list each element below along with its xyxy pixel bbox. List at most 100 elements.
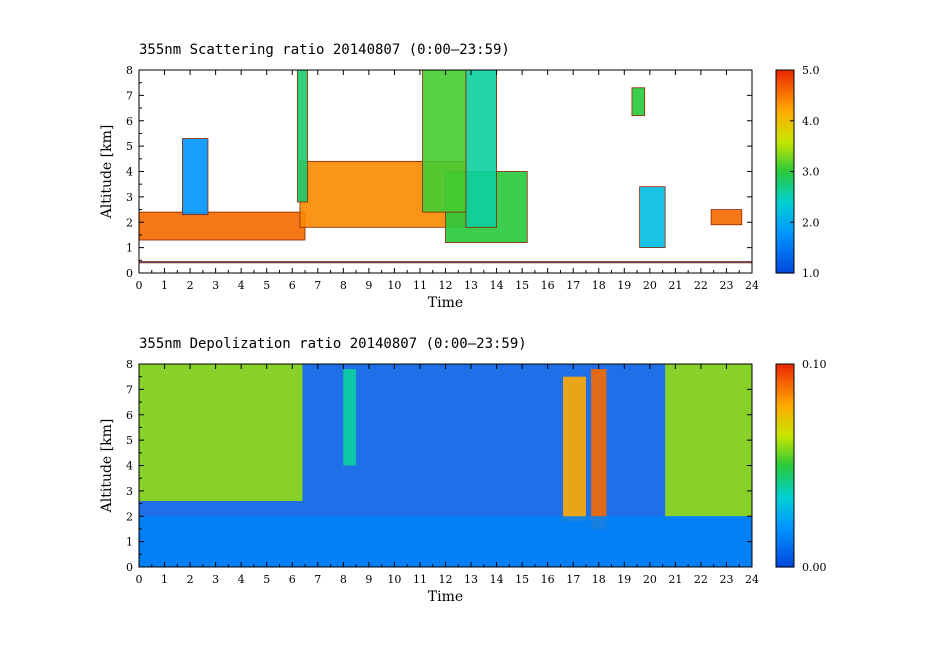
colorbar-segment — [776, 377, 794, 382]
colorbar-segment — [776, 384, 794, 389]
heatmap-region — [562, 376, 586, 522]
colorbar-segment — [776, 168, 794, 173]
x-tick-label: 20 — [643, 573, 657, 586]
colorbar-segment — [776, 90, 794, 95]
colorbar-segment — [776, 222, 794, 227]
colorbar-segment — [776, 543, 794, 548]
colorbar-segment — [776, 225, 794, 230]
y-axis-label: Altitude [km] — [99, 125, 115, 220]
colorbar-segment — [776, 563, 794, 568]
x-tick-label: 8 — [340, 573, 347, 586]
colorbar-segment — [776, 239, 794, 244]
colorbar-segment — [776, 215, 794, 220]
colorbar-segment — [776, 499, 794, 504]
x-tick-label: 19 — [617, 279, 631, 292]
heatmap-region — [591, 369, 607, 529]
y-tick-label: 4 — [126, 460, 133, 473]
colorbar-segment — [776, 70, 794, 74]
colorbar-segment — [776, 201, 794, 206]
colorbar-segment — [776, 124, 794, 129]
y-tick-label: 5 — [126, 434, 133, 447]
heatmap-region — [422, 69, 467, 213]
colorbar-segment — [776, 492, 794, 497]
colorbar-segment — [776, 414, 794, 419]
colorbar-segment — [776, 502, 794, 507]
colorbar-segment — [776, 83, 794, 88]
colorbar-segment — [776, 266, 794, 271]
colorbar-segment — [776, 428, 794, 433]
x-tick-label: 24 — [745, 573, 759, 586]
x-tick-label: 21 — [668, 573, 682, 586]
y-tick-label: 1 — [126, 242, 133, 255]
y-tick-label: 2 — [126, 216, 133, 229]
x-tick-label: 0 — [136, 279, 143, 292]
colorbar-tick-label: 0.10 — [802, 358, 827, 371]
colorbar-segment — [776, 80, 794, 85]
colorbar-segment — [776, 482, 794, 487]
colorbar-segment — [776, 421, 794, 426]
y-tick-label: 8 — [126, 64, 133, 77]
colorbar-segment — [776, 431, 794, 436]
colorbar-segment — [776, 154, 794, 159]
x-tick-label: 12 — [439, 279, 453, 292]
colorbar-segment — [776, 526, 794, 531]
x-tick-label: 17 — [566, 573, 580, 586]
y-tick-label: 1 — [126, 536, 133, 549]
colorbar-segment — [776, 401, 794, 406]
colorbar-segment — [776, 367, 794, 372]
colorbar-segment — [776, 539, 794, 544]
colorbar-segment — [776, 249, 794, 254]
x-tick-label: 10 — [387, 573, 401, 586]
colorbar-segment — [776, 509, 794, 514]
heatmap-region — [343, 369, 357, 466]
colorbar-segment — [776, 465, 794, 470]
colorbar-tick-label: 1.0 — [802, 267, 820, 280]
heatmap-region — [710, 209, 743, 226]
heatmap-region — [182, 138, 209, 216]
colorbar-segment — [776, 516, 794, 521]
colorbar-segment — [776, 151, 794, 156]
x-tick-label: 18 — [592, 279, 606, 292]
x-tick-label: 9 — [365, 573, 372, 586]
x-tick-label: 10 — [387, 279, 401, 292]
colorbar-segment — [776, 553, 794, 558]
colorbar-segment — [776, 157, 794, 162]
x-tick-label: 0 — [136, 573, 143, 586]
colorbar-segment — [776, 455, 794, 460]
x-tick-label: 2 — [187, 573, 194, 586]
y-tick-label: 8 — [126, 358, 133, 371]
colorbar-segment — [776, 523, 794, 527]
y-tick-label: 6 — [126, 409, 133, 422]
colorbar-segment — [776, 560, 794, 565]
colorbar-segment — [776, 458, 794, 463]
x-axis-label: Time — [428, 295, 463, 311]
x-tick-label: 5 — [263, 573, 270, 586]
x-tick-label: 7 — [314, 573, 321, 586]
chart-title: 355nm Depolization ratio 20140807 (0:00–… — [139, 336, 527, 352]
colorbar-segment — [776, 407, 794, 412]
colorbar-segment — [776, 181, 794, 186]
colorbar-segment — [776, 506, 794, 511]
colorbar-segment — [776, 245, 794, 250]
x-tick-label: 13 — [464, 279, 478, 292]
colorbar-segment — [776, 205, 794, 210]
colorbar-segment — [776, 218, 794, 223]
colorbar-segment — [776, 100, 794, 105]
colorbar-segment — [776, 86, 794, 91]
colorbar-segment — [776, 462, 794, 467]
colorbar-segment — [776, 208, 794, 213]
colorbar-segment — [776, 451, 794, 456]
y-tick-label: 7 — [126, 383, 133, 396]
y-tick-label: 7 — [126, 89, 133, 102]
colorbar-segment — [776, 546, 794, 551]
colorbar-tick-label: 5.0 — [802, 64, 820, 77]
colorbar-segment — [776, 147, 794, 152]
colorbar-segment — [776, 475, 794, 480]
colorbar-segment — [776, 424, 794, 429]
y-tick-label: 5 — [126, 140, 133, 153]
x-tick-label: 15 — [515, 573, 529, 586]
colorbar-segment — [776, 164, 794, 169]
colorbar-segment — [776, 120, 794, 125]
colorbar-segment — [776, 174, 794, 179]
colorbar-segment — [776, 171, 794, 176]
